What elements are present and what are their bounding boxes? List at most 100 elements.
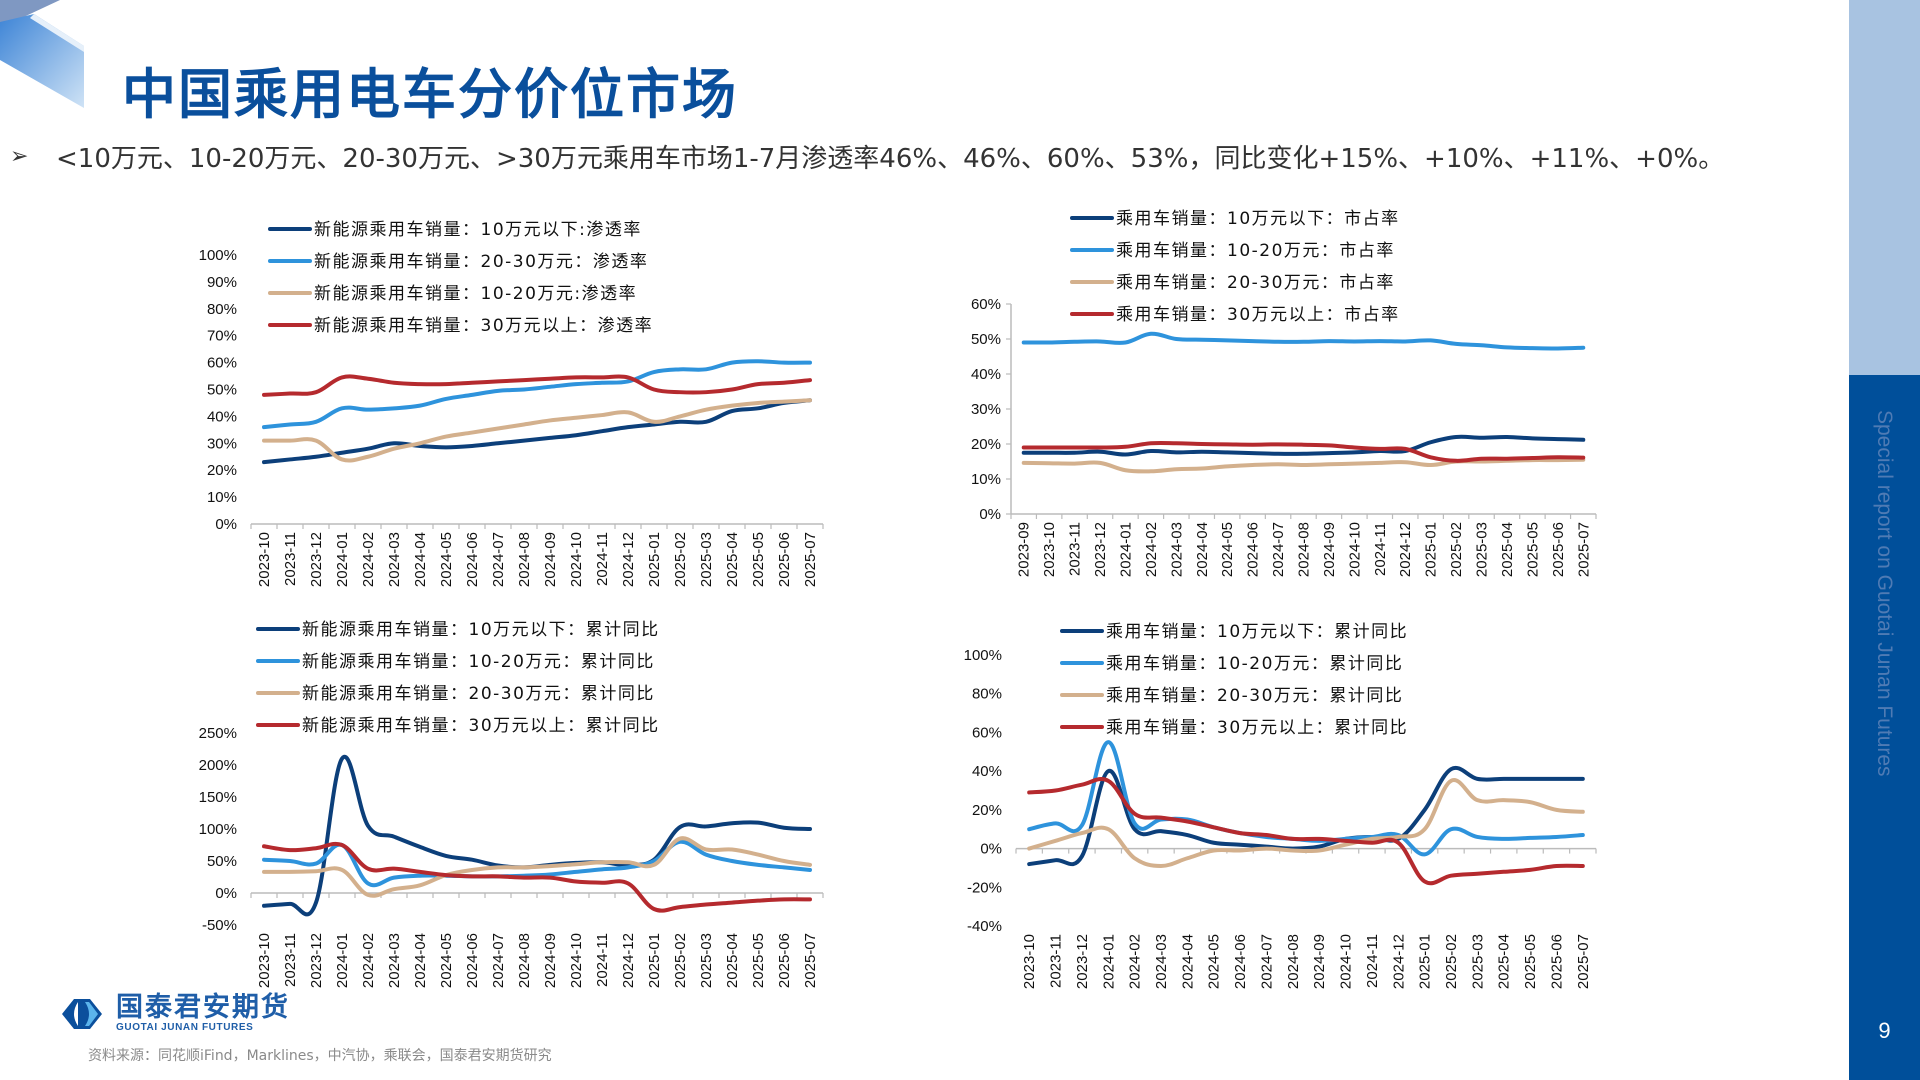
x-tick-label: 2025-02 <box>1448 522 1465 577</box>
series-line-4 <box>262 841 812 913</box>
x-tick-label: 2024-05 <box>1219 522 1236 577</box>
y-tick-label: 30% <box>971 401 1001 418</box>
x-tick-label: 2025-04 <box>724 933 741 988</box>
series-line-2 <box>262 839 812 888</box>
y-tick-label: 60% <box>207 355 237 372</box>
x-tick-label: 2025-06 <box>776 532 793 587</box>
x-tick-label: 2024-02 <box>360 933 377 988</box>
y-tick-label: 40% <box>207 408 237 425</box>
y-tick-label: 0% <box>215 885 237 902</box>
x-tick-label: 2025-03 <box>1474 522 1491 577</box>
chart-passenger-cumulative-yoy: -40% -20% 0% 20% 40% 60% 80% 100% 2023-10 2023-11… <box>960 608 1620 1013</box>
x-tick-label: 2024-05 <box>438 933 455 988</box>
x-tick-label: 2024-01 <box>334 532 351 587</box>
x-tick-label: 2023-12 <box>308 532 325 587</box>
x-tick-label: 2024-02 <box>360 532 377 587</box>
x-tick-label: 2024-08 <box>516 933 533 988</box>
y-tick-label: 80% <box>972 686 1002 703</box>
corner-decoration <box>0 0 84 108</box>
y-tick-label: 250% <box>199 725 237 742</box>
x-tick-label: 2024-05 <box>1206 934 1223 989</box>
x-tick-label: 2024-04 <box>412 532 429 587</box>
x-tick-label: 2024-09 <box>542 532 559 587</box>
x-tick-label: 2024-06 <box>464 532 481 587</box>
x-tick-label: 2024-12 <box>620 933 637 988</box>
x-tick-label: 2024-03 <box>386 532 403 587</box>
y-tick-label: 50% <box>207 382 237 399</box>
summary-bullet: ➢ <10万元、10-20万元、20-30万元、>30万元乘用车市场1-7月渗透… <box>10 138 1724 175</box>
data-source-note: 资料来源：同花顺iFind，Marklines，中汽协，乘联会，国泰君安期货研究 <box>88 1048 552 1064</box>
series-line-4 <box>262 374 812 397</box>
x-tick-label: 2025-06 <box>776 933 793 988</box>
x-tick-label: 2024-08 <box>516 532 533 587</box>
y-tick-label: -50% <box>202 917 237 934</box>
page-title: 中国乘用电车分价位市场 <box>122 63 738 126</box>
x-tick-label: 2024-11 <box>594 933 611 987</box>
sidebar-top-band <box>1849 0 1920 375</box>
x-tick-label: 2025-01 <box>646 532 663 587</box>
x-tick-label: 2025-07 <box>802 532 819 587</box>
x-tick-label: 2024-03 <box>386 933 403 988</box>
x-tick-label: 2024-08 <box>1296 522 1313 577</box>
chart-svg: 0% 10% 20% 30% 40% 50% 60% 2023-09 2023-10 2023-1… <box>971 209 1597 577</box>
x-tick-label: 2024-04 <box>412 933 429 988</box>
x-tick-label: 2024-07 <box>490 933 507 988</box>
chart-nev-penetration: 0% 10% 20% 30% 40% 50% 60% 70% 80% 90% 100% 2023-10… <box>180 212 870 617</box>
x-tick-label: 2024-06 <box>1232 934 1249 989</box>
series-line-4 <box>1021 440 1586 463</box>
x-tick-label: 2025-01 <box>1423 522 1440 577</box>
y-tick-label: 80% <box>207 301 237 318</box>
bullet-arrow-icon: ➢ <box>10 144 29 169</box>
y-tick-label: 60% <box>971 296 1001 313</box>
x-tick-label: 2025-07 <box>1575 934 1592 989</box>
y-tick-label: 50% <box>207 853 237 870</box>
x-tick-label: 2025-02 <box>1443 934 1460 989</box>
x-tick-label: 2025-03 <box>698 532 715 587</box>
chart-market-share: 0% 10% 20% 30% 40% 50% 60% 2023-09 2023-10 2023-1… <box>960 198 1620 603</box>
x-tick-label: 2024-02 <box>1127 934 1144 989</box>
legend-label: 新能源乘用车销量：10-20万元:渗透率 <box>314 284 637 304</box>
legend-label: 新能源乘用车销量：10万元以下：累计同比 <box>302 620 660 640</box>
x-tick-label: 2024-11 <box>594 532 611 586</box>
x-tick-label: 2025-01 <box>1417 934 1434 989</box>
x-tick-label: 2024-08 <box>1285 934 1302 989</box>
x-tick-label: 2024-01 <box>1117 522 1134 577</box>
x-tick-label: 2024-10 <box>568 933 585 988</box>
legend-label: 乘用车销量：30万元以上：累计同比 <box>1106 718 1408 738</box>
x-tick-label: 2023-12 <box>1092 522 1109 577</box>
chart-nev-cumulative-yoy: -50% 0% 50% 100% 150% 200% 250% 2023-10 2023-11 2… <box>180 608 870 1013</box>
y-tick-label: -20% <box>967 879 1002 896</box>
y-tick-label: 100% <box>199 247 237 264</box>
chart-svg: -40% -20% 0% 20% 40% 60% 80% 100% 2023-10 2023-11… <box>964 622 1597 989</box>
legend-label: 新能源乘用车销量：30万元以上：渗透率 <box>314 316 653 336</box>
y-tick-label: 200% <box>199 757 237 774</box>
x-tick-label: 2025-07 <box>1575 522 1592 577</box>
logo-english-name: GUOTAI JUNAN FUTURES <box>116 1022 254 1033</box>
legend-label: 新能源乘用车销量：10-20万元：累计同比 <box>302 652 655 672</box>
legend-label: 乘用车销量：10万元以下：累计同比 <box>1106 622 1408 642</box>
y-tick-label: 0% <box>979 506 1001 523</box>
chart-svg: 0% 10% 20% 30% 40% 50% 60% 70% 80% 90% 100% 2023-10… <box>199 220 824 587</box>
y-tick-label: 30% <box>207 435 237 452</box>
series-line-1 <box>262 754 812 917</box>
x-tick-label: 2023-10 <box>1041 522 1058 577</box>
x-tick-label: 2023-11 <box>282 933 299 987</box>
x-tick-label: 2024-11 <box>1364 934 1381 988</box>
x-tick-label: 2024-10 <box>1338 934 1355 989</box>
x-tick-label: 2023-12 <box>308 933 325 988</box>
y-tick-label: 10% <box>207 489 237 506</box>
series-line-3 <box>1021 457 1586 474</box>
x-tick-label: 2023-09 <box>1016 522 1033 577</box>
x-tick-label: 2024-06 <box>1245 522 1262 577</box>
sidebar-bottom-band <box>1849 375 1920 1080</box>
x-tick-label: 2024-03 <box>1168 522 1185 577</box>
y-tick-label: 100% <box>199 821 237 838</box>
x-tick-label: 2024-04 <box>1179 934 1196 989</box>
series-line-4 <box>1027 776 1585 886</box>
x-tick-label: 2025-04 <box>724 532 741 587</box>
x-tick-label: 2023-10 <box>1021 934 1038 989</box>
y-tick-label: 20% <box>971 436 1001 453</box>
legend-label: 乘用车销量：20-30万元：累计同比 <box>1106 686 1403 706</box>
x-tick-label: 2023-10 <box>256 933 273 988</box>
y-tick-label: 40% <box>972 763 1002 780</box>
